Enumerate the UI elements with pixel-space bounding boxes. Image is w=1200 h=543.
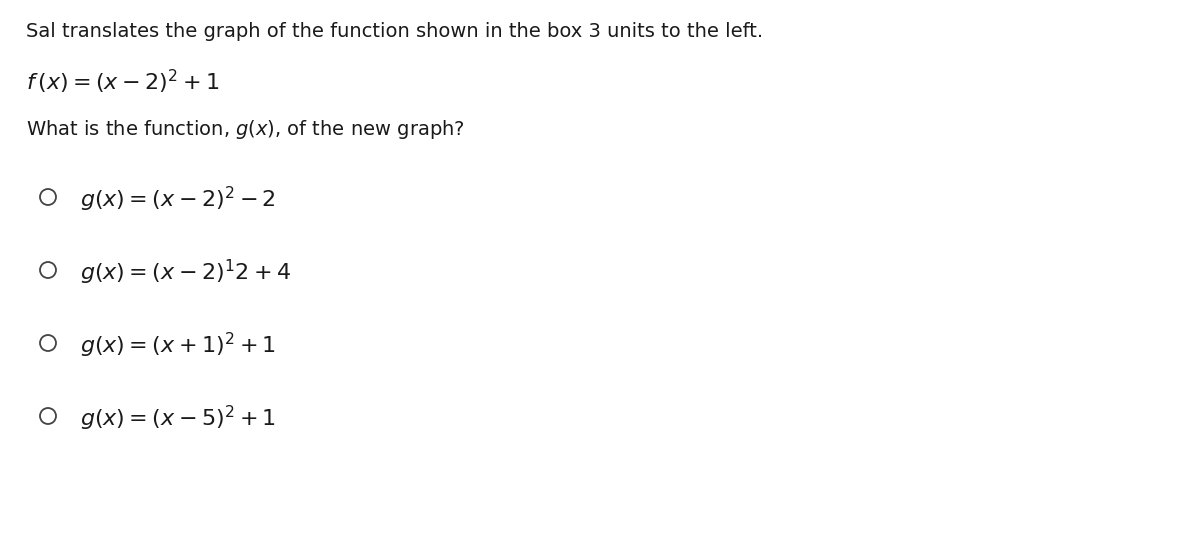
Text: $g(x) = (x - 2)^{1}2 + 4$: $g(x) = (x - 2)^{1}2 + 4$ [80,258,292,287]
Text: $g(x) = (x - 5)^2 + 1$: $g(x) = (x - 5)^2 + 1$ [80,404,276,433]
Text: Sal translates the graph of the function shown in the box 3 units to the left.: Sal translates the graph of the function… [26,22,763,41]
Text: $g(x) = (x + 1)^2 + 1$: $g(x) = (x + 1)^2 + 1$ [80,331,276,360]
Text: $g(x) = (x - 2)^2 - 2$: $g(x) = (x - 2)^2 - 2$ [80,185,276,214]
Text: $f\,(x) = (x - 2)^{2} + 1$: $f\,(x) = (x - 2)^{2} + 1$ [26,68,220,96]
Text: What is the function, $g(x)$, of the new graph?: What is the function, $g(x)$, of the new… [26,118,464,141]
